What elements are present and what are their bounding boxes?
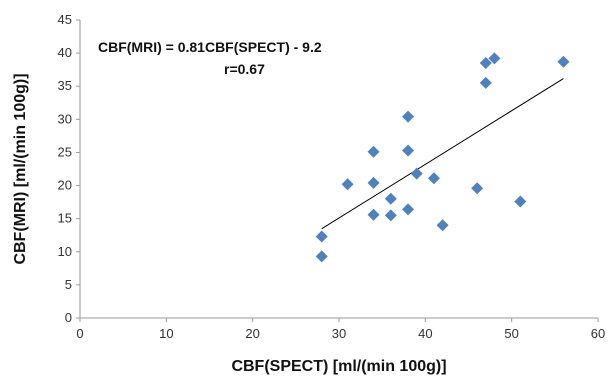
- x-tick-label: 0: [76, 326, 83, 341]
- data-point: [410, 167, 423, 180]
- data-point: [557, 55, 570, 68]
- y-tick-label: 25: [58, 144, 72, 159]
- data-point: [479, 57, 492, 70]
- x-tick-label: 60: [591, 326, 605, 341]
- data-point: [402, 144, 415, 157]
- data-point: [367, 176, 380, 189]
- x-axis-ticks: 0 10 20 30 40 50 60: [76, 318, 605, 341]
- data-point: [488, 52, 501, 65]
- x-tick-label: 20: [245, 326, 259, 341]
- data-points: [315, 52, 570, 263]
- data-point: [384, 209, 397, 222]
- y-tick-label: 0: [65, 310, 72, 325]
- equation-annotation: CBF(MRI) = 0.81CBF(SPECT) - 9.2: [98, 39, 322, 55]
- y-tick-label: 45: [58, 12, 72, 27]
- x-tick-label: 40: [418, 326, 432, 341]
- x-axis-title: CBF(SPECT) [ml/(min 100g)]: [231, 358, 446, 375]
- y-axis-title: CBF(MRI) [ml/(min 100g)]: [12, 73, 29, 264]
- data-point: [436, 219, 449, 232]
- data-point: [341, 178, 354, 191]
- y-tick-label: 5: [65, 277, 72, 292]
- r-value-annotation: r=0.67: [224, 61, 265, 77]
- y-tick-label: 15: [58, 211, 72, 226]
- trendline: [321, 78, 564, 230]
- x-tick-label: 50: [504, 326, 518, 341]
- x-tick-label: 30: [332, 326, 346, 341]
- y-tick-label: 40: [58, 45, 72, 60]
- data-point: [479, 76, 492, 89]
- y-tick-label: 30: [58, 111, 72, 126]
- data-point: [367, 208, 380, 221]
- data-point: [315, 250, 328, 263]
- x-tick-label: 10: [159, 326, 173, 341]
- data-point: [471, 182, 484, 195]
- data-point: [367, 145, 380, 158]
- y-tick-label: 20: [58, 178, 72, 193]
- y-tick-label: 10: [58, 244, 72, 259]
- data-point: [402, 110, 415, 123]
- y-tick-label: 35: [58, 78, 72, 93]
- data-point: [384, 192, 397, 205]
- data-point: [315, 230, 328, 243]
- y-axis-ticks: 0 5 10 15 20 25 30 35 40 45: [58, 12, 80, 325]
- data-point: [514, 195, 527, 208]
- data-point: [402, 203, 415, 216]
- plot-area: [79, 20, 598, 319]
- data-point: [427, 172, 440, 185]
